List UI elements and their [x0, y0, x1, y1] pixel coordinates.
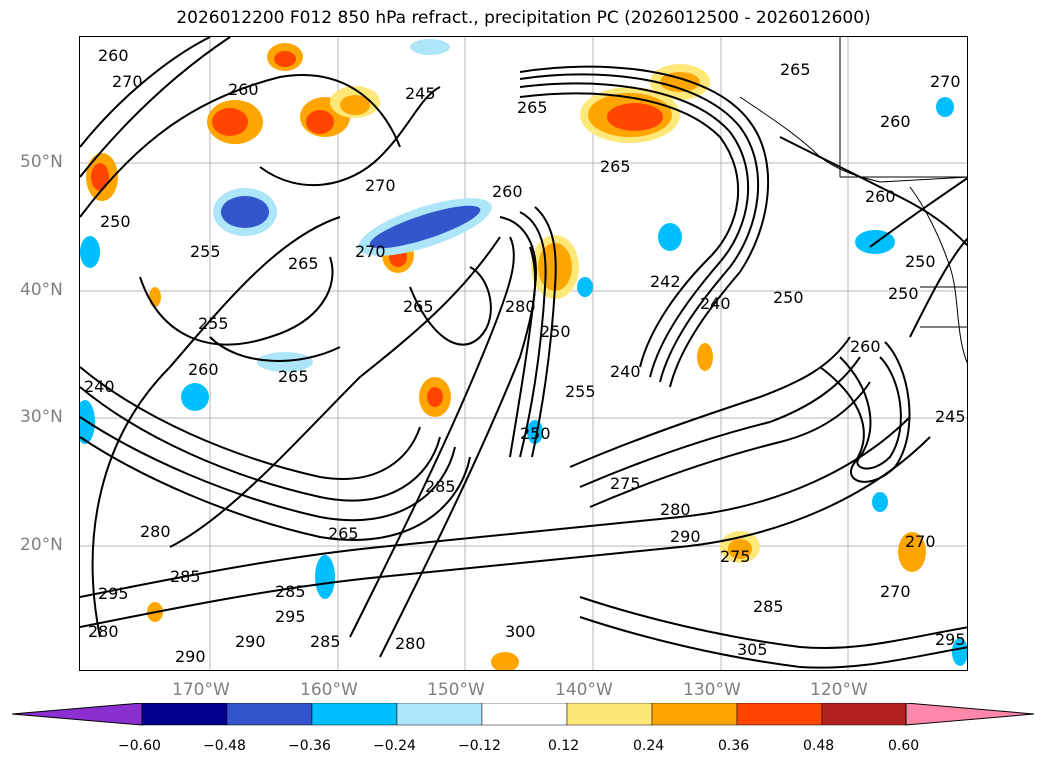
coastlines [739, 37, 967, 364]
contour-label: 265 [780, 60, 811, 79]
contour-label: 285 [310, 632, 341, 651]
contour-label: 280 [660, 500, 691, 519]
lat-label: 30°N [20, 407, 63, 427]
contour-label: 260 [850, 337, 881, 356]
contour-label: 280 [140, 522, 171, 541]
contour-label: 295 [935, 630, 966, 649]
lat-label: 50°N [20, 152, 63, 172]
colorbar-min-arrow [12, 703, 143, 726]
contour-label: 240 [84, 377, 115, 396]
colorbar-tick-label: −0.24 [373, 738, 416, 754]
colorbar-segment [311, 703, 398, 726]
colorbar-tick-label: −0.48 [203, 738, 246, 754]
contour-label: 240 [610, 362, 641, 381]
contour-label: 275 [610, 474, 641, 493]
contour-label: 250 [100, 212, 131, 231]
map-title: 2026012200 F012 850 hPa refract., precip… [176, 8, 871, 28]
contour-label: 260 [228, 80, 259, 99]
contour-label: 270 [905, 532, 936, 551]
contour-label: 255 [198, 314, 229, 333]
contour-label: 270 [112, 72, 143, 91]
contour-label: 300 [505, 622, 536, 641]
contour-label: 265 [288, 254, 319, 273]
contour-label: 250 [773, 288, 804, 307]
colorbar-segment [821, 703, 907, 726]
contour-label: 260 [880, 112, 911, 131]
contour-label: 285 [275, 582, 306, 601]
colorbar-segment [736, 703, 823, 726]
colorbar-tick-label: −0.36 [288, 738, 331, 754]
contour-label: 290 [175, 647, 206, 666]
contour-label: 265 [328, 524, 359, 543]
contour-label: 280 [505, 297, 536, 316]
lon-label: 150°W [427, 680, 485, 700]
contour-label: 260 [188, 360, 219, 379]
lat-label: 40°N [20, 280, 63, 300]
colorbar-segment [396, 703, 483, 726]
map-canvas: 260 270 260 245 265 265 270 260 270 250 … [80, 37, 967, 670]
colorbar-segment [141, 703, 228, 726]
contour-label-group: 260 270 260 245 265 265 270 260 270 250 … [84, 46, 966, 666]
contour-label: 285 [425, 477, 456, 496]
contour-label: 275 [720, 547, 751, 566]
colorbar-tick-label: 0.12 [548, 738, 580, 754]
contour-label: 245 [405, 84, 436, 103]
contour-label: 260 [98, 46, 129, 65]
lon-label: 120°W [810, 680, 868, 700]
contour-label: 260 [865, 187, 896, 206]
contour-label: 285 [170, 567, 201, 586]
contour-label: 240 [700, 294, 731, 313]
contour-label: 255 [190, 242, 221, 261]
contour-label: 280 [88, 622, 119, 641]
contour-label: 250 [520, 424, 551, 443]
contour-label: 265 [278, 367, 309, 386]
contour-label: 270 [355, 242, 386, 261]
refractivity-contours [80, 37, 967, 669]
colorbar-segment [481, 703, 568, 726]
contour-label: 260 [492, 182, 523, 201]
lon-label: 130°W [683, 680, 741, 700]
contour-label: 265 [517, 98, 548, 117]
contour-label: 290 [235, 632, 266, 651]
colorbar-tick-label: −0.12 [458, 738, 501, 754]
contour-label: 285 [753, 597, 784, 616]
colorbar-segment [226, 703, 313, 726]
contour-label: 265 [403, 297, 434, 316]
contour-label: 305 [737, 640, 768, 659]
precip-shading [80, 39, 967, 670]
colorbar-segment [566, 703, 653, 726]
colorbar-tick-label: 0.36 [718, 738, 750, 754]
contour-label: 255 [565, 382, 596, 401]
contour-label: 250 [888, 284, 919, 303]
colorbar-max-arrow [905, 703, 1035, 726]
contour-label: 290 [670, 527, 701, 546]
map-panel: 260 270 260 245 265 265 270 260 270 250 … [79, 36, 968, 671]
contour-label: 250 [540, 322, 571, 341]
lon-label: 160°W [300, 680, 358, 700]
colorbar-tick-label: −0.60 [118, 738, 161, 754]
contour-label: 270 [365, 176, 396, 195]
contour-label: 295 [98, 584, 129, 603]
lon-label: 170°W [172, 680, 230, 700]
contour-label: 265 [600, 157, 631, 176]
contour-label: 295 [275, 607, 306, 626]
contour-label: 245 [935, 407, 966, 426]
graticule [80, 37, 967, 670]
contour-label: 280 [395, 634, 426, 653]
colorbar-tick-label: 0.24 [633, 738, 665, 754]
colorbar-segment [651, 703, 738, 726]
colorbar-tick-label: 0.60 [888, 738, 920, 754]
lat-label: 20°N [20, 535, 63, 555]
colorbar-tick-label: 0.48 [803, 738, 835, 754]
contour-label: 250 [905, 252, 936, 271]
lon-label: 140°W [555, 680, 613, 700]
contour-label: 270 [930, 72, 961, 91]
contour-label: 270 [880, 582, 911, 601]
colorbar [12, 703, 1035, 726]
contour-label: 242 [650, 272, 681, 291]
